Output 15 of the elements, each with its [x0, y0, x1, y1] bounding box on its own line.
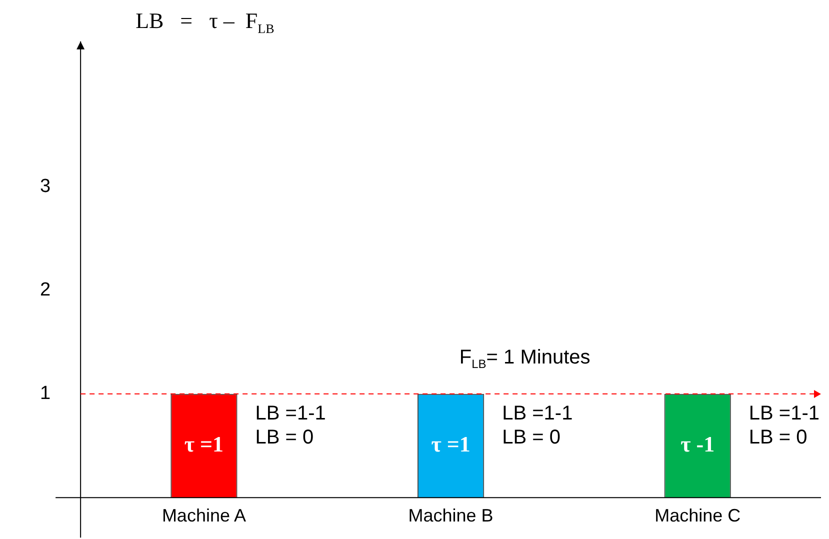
annotation: τ =1 [431, 431, 470, 456]
annotation: LB =1-1 [748, 402, 820, 424]
annotation: LB =1-1 [502, 402, 573, 424]
y-tick-label: 2 [40, 279, 51, 300]
y-tick-label: 1 [40, 383, 51, 404]
annotation: LB = 0 [748, 426, 808, 448]
annotation: τ -1 [680, 431, 715, 456]
y-tick-label: 3 [40, 176, 51, 197]
annotation: τ =1 [184, 431, 224, 456]
x-tick-label: Machine C [654, 505, 741, 526]
x-tick-label: Machine A [162, 505, 246, 526]
annotation: LB = 0 [255, 426, 314, 448]
annotation: LB = 0 [502, 426, 560, 448]
x-tick-label: Machine B [408, 505, 494, 526]
annotation: LB =1-1 [255, 402, 326, 424]
